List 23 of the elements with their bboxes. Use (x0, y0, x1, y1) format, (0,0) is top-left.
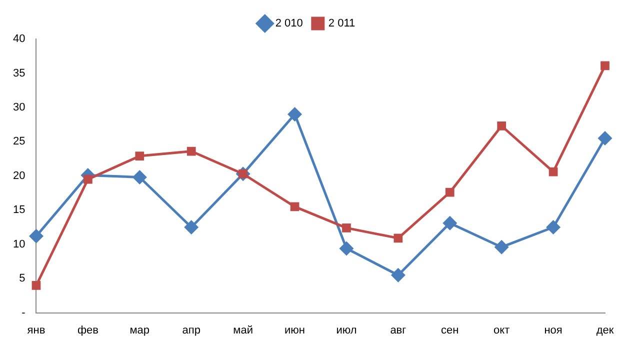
x-tick-label: окт (494, 324, 510, 336)
y-tick-label: 35 (12, 67, 26, 80)
y-tick-label: 40 (12, 33, 26, 46)
y-tick-label: 5 (19, 272, 26, 285)
x-tick-label: май (233, 324, 253, 336)
x-tick-label: июн (284, 324, 306, 336)
x-tick-label: июл (336, 324, 357, 336)
y-tick-label: 10 (12, 238, 26, 250)
y-tick-label: 25 (12, 136, 26, 148)
y-tick-label: 15 (12, 204, 26, 216)
x-tick-label: ноя (544, 324, 562, 336)
legend-label: 2 010 (275, 18, 303, 30)
y-tick-label: 20 (12, 170, 26, 182)
x-tick-label: сен (441, 324, 459, 336)
x-tick-label: дек (596, 324, 614, 336)
x-tick-label: авг (390, 324, 406, 336)
y-tick-label: 30 (12, 101, 26, 114)
x-tick-label: мар (130, 324, 150, 336)
legend-label: 2 011 (328, 18, 356, 30)
y-tick-label: - (22, 306, 26, 319)
x-tick-label: янв (27, 324, 46, 336)
x-tick-label: фев (77, 324, 99, 336)
x-tick-label: апр (182, 324, 200, 336)
